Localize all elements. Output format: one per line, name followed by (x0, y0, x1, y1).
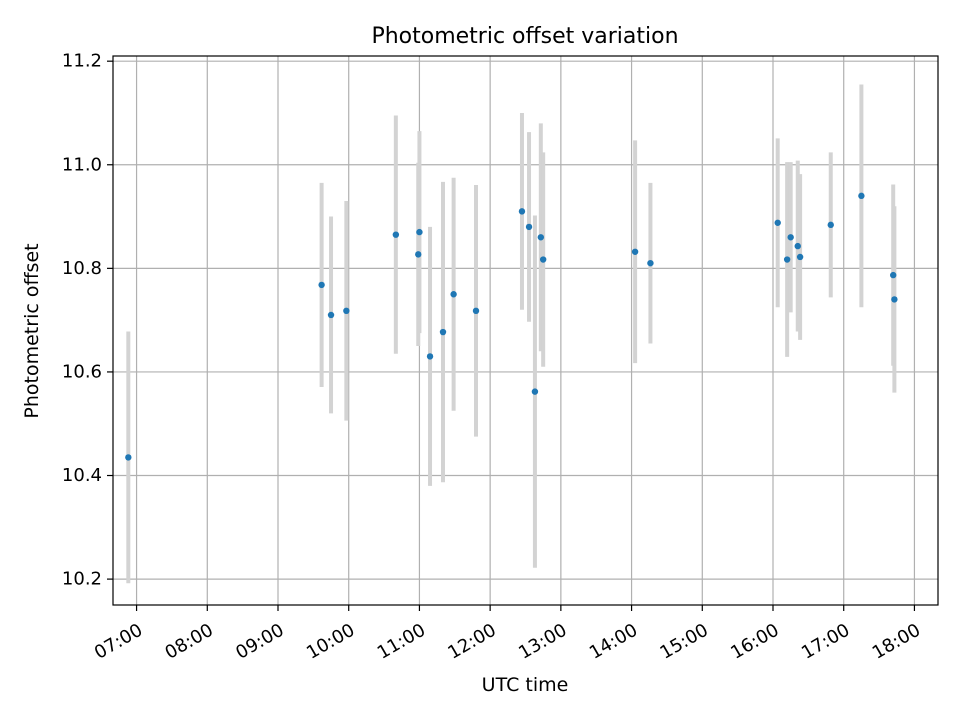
data-point (518, 208, 526, 215)
data-point (890, 271, 897, 279)
data-point (647, 259, 654, 267)
chart-title: Photometric offset variation (371, 24, 678, 49)
data-point (774, 219, 781, 226)
data-point (539, 256, 547, 263)
y-axis-ticks: 10.2 10.4 10.6 10.8 11.0 11.2 (62, 51, 113, 590)
data-point (796, 253, 804, 261)
y-tick-label: 10.4 (62, 465, 102, 486)
x-axis-label: UTC time (482, 674, 569, 696)
data-point (472, 307, 480, 315)
data-point (794, 242, 801, 250)
y-tick-label: 10.8 (62, 258, 102, 279)
data-point (783, 256, 791, 263)
y-tick-label: 10.2 (62, 569, 102, 590)
data-point (426, 353, 434, 360)
data-point (531, 388, 539, 395)
data-point (787, 234, 794, 241)
data-point (891, 296, 898, 303)
data-point (525, 223, 533, 231)
data-point (416, 228, 423, 236)
y-tick-label: 11.2 (62, 51, 102, 72)
data-point (450, 291, 457, 298)
y-axis-label: Photometric offset (21, 243, 43, 418)
data-point (327, 311, 335, 319)
data-point (827, 221, 834, 229)
data-point (415, 251, 422, 258)
grid-lines (113, 56, 938, 605)
y-tick-label: 11.0 (62, 154, 102, 175)
plot-area-frame (112, 55, 939, 606)
data-point (125, 454, 132, 461)
data-point (858, 192, 865, 200)
data-point (392, 231, 400, 238)
data-point (631, 248, 639, 255)
data-point (318, 281, 325, 289)
data-points (125, 192, 898, 461)
y-tick-label: 10.6 (62, 361, 102, 382)
data-point (439, 328, 447, 336)
data-point (343, 307, 350, 315)
data-point (537, 234, 545, 241)
